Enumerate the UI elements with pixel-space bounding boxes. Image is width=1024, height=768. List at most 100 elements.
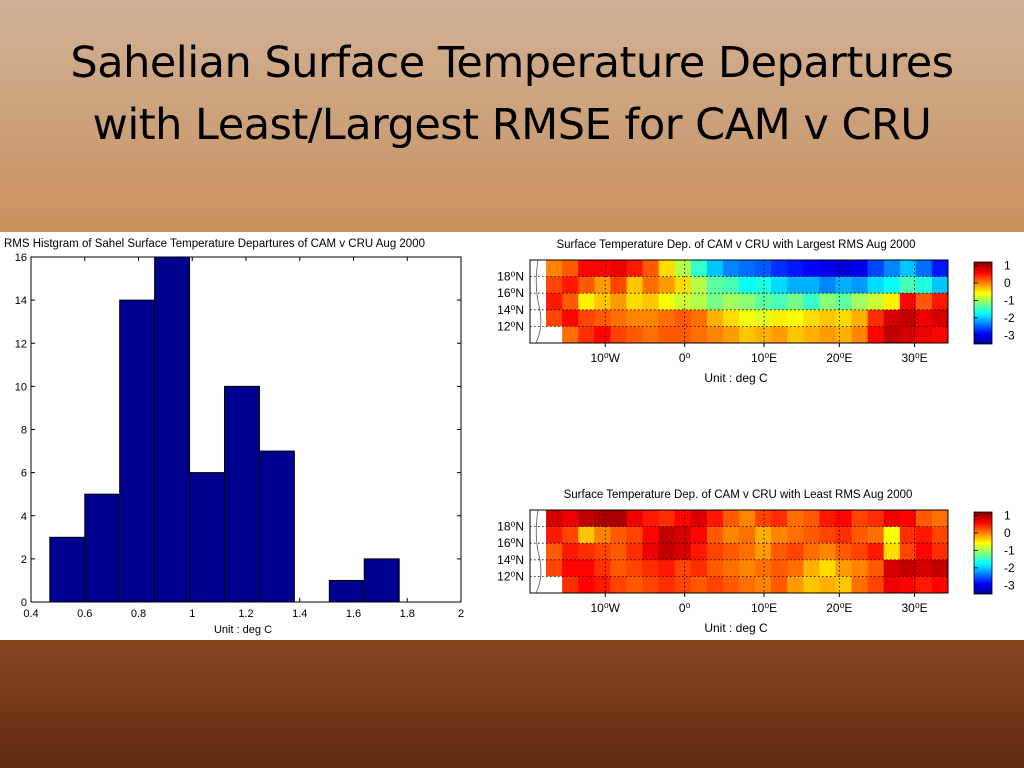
heatmap-cell — [530, 526, 547, 544]
heatmap-cell — [594, 309, 611, 327]
heatmap-cell — [658, 543, 676, 561]
heatmap-cell — [706, 576, 724, 594]
heatmap-cell — [867, 576, 885, 594]
heatmap-cell — [546, 309, 563, 327]
heatmap-cell — [931, 526, 949, 544]
heatmap-cell — [578, 276, 595, 294]
heatmap-lon-tick-label: 10⁰W — [590, 351, 620, 365]
heatmap-cell — [867, 526, 885, 544]
slide-title: Sahelian Surface Temperature Departures … — [0, 32, 1024, 156]
colorbar-tick-label: 1 — [1004, 258, 1011, 272]
colorbar-tick-label: -3 — [1004, 578, 1015, 592]
heatmap-cell — [562, 510, 579, 527]
heatmap-cell — [851, 276, 869, 294]
heatmap-cell — [899, 559, 917, 577]
heatmap-cell — [883, 326, 901, 344]
histogram-x-ticks: 0.4 0.6 0.8 1 1.2 1.4 1.6 1.8 2 — [23, 257, 464, 620]
heatmap-lon-tick-label: 20⁰E — [826, 601, 852, 615]
histogram-x-tick-label: 1 — [189, 608, 195, 620]
heatmap-cell — [915, 276, 933, 294]
heatmap-cell — [546, 326, 563, 344]
histogram-bar — [84, 493, 121, 603]
heatmap-cell — [674, 276, 692, 294]
heatmap-cell — [530, 326, 547, 344]
heatmap-cell — [642, 510, 660, 527]
heatmap-cell — [626, 559, 643, 577]
heatmap-cell — [594, 543, 611, 561]
heatmap-cell — [642, 543, 660, 561]
heatmap-lat-tick-label: 18⁰N — [497, 520, 524, 534]
heatmap-lat-tick-label: 12⁰N — [497, 319, 524, 333]
heatmap-cell — [626, 326, 643, 344]
heatmap-cell — [931, 510, 949, 527]
heatmap-cell — [546, 543, 563, 561]
heatmap-cell — [739, 510, 756, 527]
histogram-title: RMS Histgram of Sahel Surface Temperatur… — [4, 238, 425, 250]
heatmap-cell — [722, 526, 740, 544]
heatmap-lat-tick-label: 12⁰N — [497, 569, 524, 583]
heatmap-cell — [658, 526, 676, 544]
heatmap-cell — [851, 293, 869, 311]
heatmap-cell — [578, 309, 595, 327]
heatmap-cell — [739, 526, 756, 544]
heatmap-lon-tick-label: 10⁰W — [590, 601, 620, 615]
heatmap-cell — [835, 543, 852, 561]
heatmap-cell — [562, 559, 579, 577]
heatmap-cell — [722, 276, 740, 294]
heatmap-cell — [722, 510, 740, 527]
heatmap-cell — [546, 559, 563, 577]
heatmap-cell — [755, 543, 772, 561]
heatmap-cell — [530, 260, 547, 277]
heatmap-cell — [610, 510, 627, 527]
heatmap-cell — [690, 326, 708, 344]
heatmap-cell — [835, 510, 852, 527]
heatmap-cell — [867, 293, 885, 311]
heatmap-cell — [931, 309, 949, 327]
histogram-chart: RMS Histgram of Sahel Surface Temperatur… — [4, 238, 464, 636]
heatmap-cell — [594, 276, 611, 294]
heatmap-cell — [594, 510, 611, 527]
heatmap-cell — [530, 576, 547, 594]
heatmap-cell — [819, 276, 836, 294]
heatmap-cell — [851, 510, 869, 527]
heatmap-cell — [562, 260, 579, 277]
histogram-y-tick-label: 14 — [15, 295, 27, 307]
heatmap-cell — [803, 576, 820, 594]
heatmap-cell — [915, 293, 933, 311]
heatmap-cell — [690, 510, 708, 527]
heatmap-least-colorbar-ticks: 1 0 -1 -2 -3 — [974, 508, 1015, 592]
slide-title-line-2: with Least/Largest RMSE for CAM v CRU — [92, 100, 932, 150]
heatmap-cell — [706, 326, 724, 344]
heatmap-cell — [658, 326, 676, 344]
heatmap-lat-tick-label: 14⁰N — [497, 303, 524, 317]
heatmap-cell — [883, 543, 901, 561]
heatmap-cell — [899, 293, 917, 311]
heatmap-cell — [803, 543, 820, 561]
heatmap-cell — [803, 293, 820, 311]
heatmap-cell — [578, 543, 595, 561]
heatmap-cell — [771, 559, 788, 577]
heatmap-cell — [610, 526, 627, 544]
heatmap-cell — [690, 576, 708, 594]
heatmap-cell — [690, 276, 708, 294]
heatmap-cell — [867, 510, 885, 527]
heatmap-cell — [546, 276, 563, 294]
heatmap-cell — [594, 526, 611, 544]
heatmap-cell — [594, 260, 611, 277]
heatmap-cell — [706, 276, 724, 294]
colorbar-tick-label: 1 — [1004, 508, 1011, 522]
heatmap-cell — [851, 260, 869, 277]
colorbar-tick-label: 0 — [1004, 526, 1011, 540]
heatmap-cell — [530, 276, 547, 294]
heatmap-cell — [851, 309, 869, 327]
heatmap-lat-tick-label: 16⁰N — [497, 536, 524, 550]
histogram-bar — [363, 558, 400, 603]
heatmap-cell — [626, 276, 643, 294]
histogram-y-tick-label: 10 — [15, 381, 27, 393]
heatmap-cell — [771, 526, 788, 544]
histogram-y-tick-label: 4 — [21, 511, 27, 523]
heatmap-cell — [690, 543, 708, 561]
heatmap-cell — [867, 543, 885, 561]
heatmap-lon-tick-label: 10⁰E — [751, 601, 777, 615]
heatmap-largest-rms: Surface Temperature Dep. of CAM v CRU wi… — [497, 239, 1015, 385]
